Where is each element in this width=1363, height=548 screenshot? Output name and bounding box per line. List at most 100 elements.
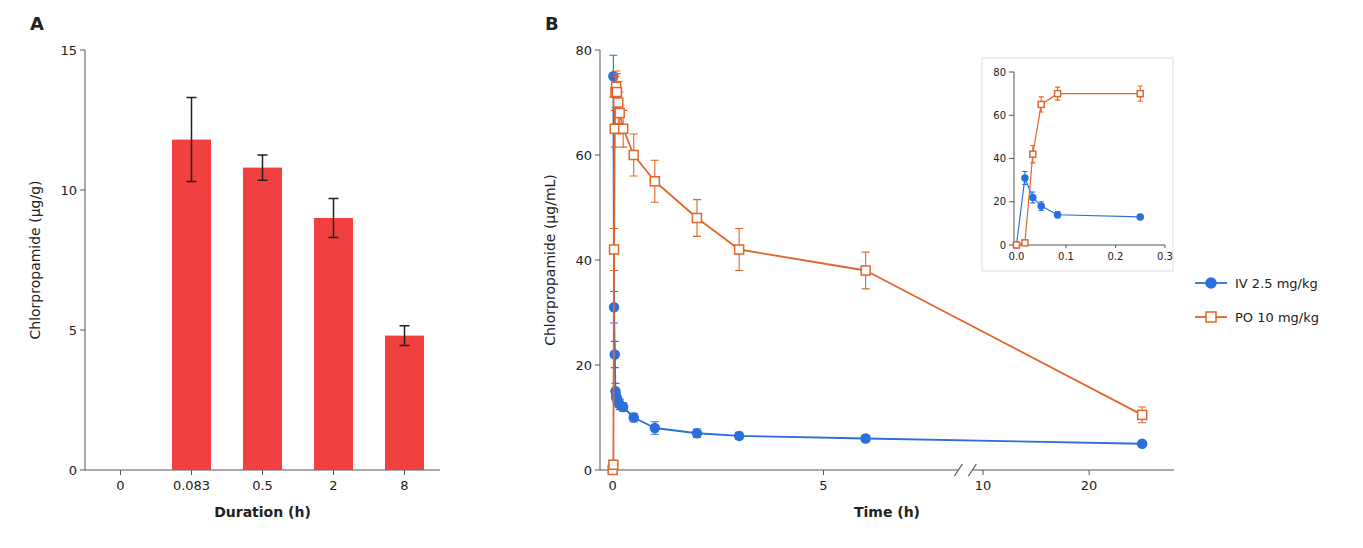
x-tick-label: 0 bbox=[609, 478, 617, 493]
point bbox=[612, 88, 621, 97]
error-bar bbox=[400, 326, 410, 346]
x-tick bbox=[1089, 470, 1090, 475]
point bbox=[629, 151, 638, 160]
point bbox=[610, 245, 619, 254]
point bbox=[650, 424, 659, 433]
error-bar bbox=[1022, 171, 1027, 184]
y-tick-label: 60 bbox=[993, 110, 1006, 121]
error-bar bbox=[693, 200, 701, 237]
error-bar bbox=[329, 198, 339, 237]
error-bar bbox=[1039, 97, 1044, 112]
legend-label: IV 2.5 mg/kg bbox=[1235, 276, 1318, 291]
x-tick bbox=[191, 470, 192, 475]
legend-label: PO 10 mg/kg bbox=[1235, 310, 1319, 325]
x-axis-label: Duration (h) bbox=[214, 504, 311, 520]
error-bar bbox=[651, 422, 659, 435]
error-bar bbox=[1039, 202, 1044, 211]
y-tick-label: 15 bbox=[60, 43, 77, 58]
error-bar bbox=[258, 155, 268, 180]
y-tick bbox=[80, 470, 85, 471]
point bbox=[692, 429, 701, 438]
point bbox=[1022, 240, 1028, 246]
x-tick-label: 0.0 bbox=[1009, 251, 1025, 262]
x-tick-label: 0.2 bbox=[1108, 251, 1124, 262]
x-tick-label: 5 bbox=[819, 478, 827, 493]
x-tick-label: 0.1 bbox=[1058, 251, 1074, 262]
error-bar bbox=[611, 341, 619, 367]
inset-background bbox=[982, 58, 1173, 271]
x-tick bbox=[983, 470, 984, 475]
y-tick-label: 40 bbox=[575, 253, 592, 268]
point bbox=[1138, 439, 1147, 448]
x-axis-line bbox=[972, 470, 1174, 471]
legend: IV 2.5 mg/kg PO 10 mg/kg bbox=[1195, 276, 1319, 325]
y-tick bbox=[80, 50, 85, 51]
y-axis-line bbox=[85, 50, 86, 470]
point bbox=[1013, 242, 1019, 248]
y-tick bbox=[1009, 115, 1014, 116]
series bbox=[1013, 171, 1143, 248]
bar bbox=[314, 218, 353, 470]
point bbox=[609, 460, 618, 469]
x-tick bbox=[823, 470, 824, 475]
error-bar bbox=[1138, 86, 1143, 101]
y-axis-label: Chlorpropamide (μg/g) bbox=[27, 180, 43, 339]
error-bar bbox=[1138, 215, 1143, 219]
axis-break bbox=[968, 464, 976, 476]
panel-label: B bbox=[545, 13, 559, 34]
error-bar bbox=[693, 429, 701, 437]
point bbox=[615, 109, 624, 118]
point bbox=[1030, 194, 1036, 200]
legend-marker bbox=[1206, 312, 1216, 322]
point bbox=[861, 434, 870, 443]
bar bbox=[243, 168, 282, 470]
axis-break bbox=[954, 464, 962, 476]
x-tick bbox=[120, 470, 121, 475]
y-tick-label: 20 bbox=[575, 358, 592, 373]
point bbox=[735, 431, 744, 440]
y-tick bbox=[1009, 158, 1014, 159]
y-tick bbox=[595, 470, 600, 471]
bar-panel: 05101500.0830.528ADuration (h)Chlorpropa… bbox=[27, 13, 440, 520]
error-bar bbox=[1030, 192, 1035, 203]
x-tick bbox=[1165, 245, 1166, 248]
point bbox=[692, 214, 701, 223]
y-tick bbox=[80, 330, 85, 331]
point bbox=[1038, 203, 1044, 209]
x-tick bbox=[1115, 245, 1116, 248]
series bbox=[1013, 86, 1143, 248]
line-panel: 020406080051020BTime (h)Chlorpropamide (… bbox=[542, 13, 1174, 520]
point bbox=[1137, 214, 1143, 220]
x-tick-label: 10 bbox=[975, 478, 992, 493]
error-bar bbox=[1055, 87, 1060, 100]
x-tick-label: 2 bbox=[329, 478, 337, 493]
point bbox=[861, 266, 870, 275]
y-axis-label: Chlorpropamide (μg/mL) bbox=[542, 174, 558, 346]
point bbox=[610, 124, 619, 133]
y-tick-label: 80 bbox=[993, 67, 1006, 78]
y-tick-label: 60 bbox=[575, 148, 592, 163]
error-bar bbox=[735, 432, 743, 439]
y-tick-label: 10 bbox=[60, 183, 77, 198]
y-tick bbox=[595, 155, 600, 156]
point bbox=[735, 245, 744, 254]
bars bbox=[172, 98, 424, 470]
x-tick-label: 0 bbox=[116, 478, 124, 493]
x-tick-label: 20 bbox=[1081, 478, 1098, 493]
bar bbox=[385, 336, 424, 470]
panel-label: A bbox=[30, 13, 44, 34]
point bbox=[1013, 242, 1019, 248]
y-tick-label: 0 bbox=[1000, 240, 1006, 251]
y-tick bbox=[595, 260, 600, 261]
legend-marker bbox=[1206, 278, 1216, 288]
point bbox=[610, 350, 619, 359]
y-tick-label: 40 bbox=[993, 153, 1006, 164]
error-bar bbox=[651, 160, 659, 202]
x-tick bbox=[404, 470, 405, 475]
error-bar bbox=[1138, 407, 1146, 423]
x-axis-line bbox=[1014, 245, 1165, 246]
y-tick-label: 80 bbox=[575, 43, 592, 58]
y-tick bbox=[595, 365, 600, 366]
point bbox=[1138, 410, 1147, 419]
x-tick-label: 8 bbox=[400, 478, 408, 493]
